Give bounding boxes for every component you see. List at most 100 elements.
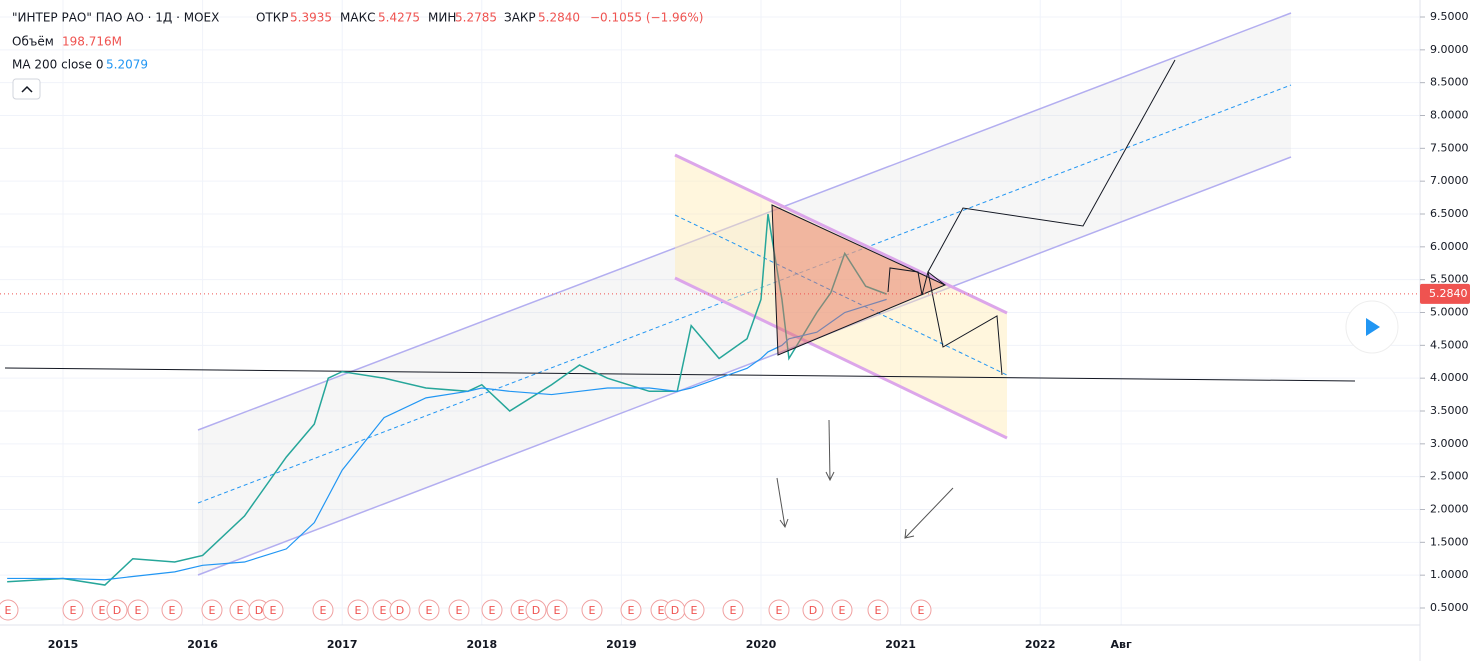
y-tick-label: 8.0000 [1430, 109, 1469, 122]
event-marker [683, 599, 705, 621]
last-price-box [1420, 283, 1470, 304]
event-marker [262, 599, 284, 621]
event-label: E [589, 604, 596, 617]
event-label: E [99, 604, 106, 617]
event-label: E [730, 604, 737, 617]
event-marker [389, 599, 411, 621]
event-label: D [532, 604, 540, 617]
event-label: E [209, 604, 216, 617]
event-label: E [270, 604, 277, 617]
channel-line [197, 12, 1292, 431]
ma-label: MA 200 close 0 [12, 58, 103, 72]
series-line [7, 213, 887, 586]
event-marker [722, 599, 744, 621]
event-marker [347, 599, 369, 621]
event-marker [201, 599, 223, 621]
ma-value: 5.2079 [106, 58, 148, 72]
y-tick-label: 1.5000 [1430, 535, 1469, 548]
event-marker [161, 599, 183, 621]
event-label: E [320, 604, 327, 617]
y-tick-label: 2.5000 [1430, 470, 1469, 483]
close-label: ЗАКР [504, 11, 536, 25]
projection [927, 59, 1176, 273]
support-line [4, 367, 1356, 382]
collapse-button[interactable] [12, 78, 41, 100]
event-label: D [113, 604, 121, 617]
series [7, 213, 887, 586]
y-tick-label: 8.5000 [1430, 76, 1469, 89]
event-label: D [809, 604, 817, 617]
axes: 0.5000 1.0000 1.5000 2.0000 2.5000 3.0000 3.50… [0, 10, 1470, 651]
event-marker [525, 599, 547, 621]
event-marker [546, 599, 568, 621]
x-tick-label: 2017 [327, 638, 358, 651]
event-label: E [426, 604, 433, 617]
triangle [771, 204, 947, 356]
y-tick-label: 2.0000 [1430, 503, 1469, 516]
event-label: E [918, 604, 925, 617]
y-tick-label: 7.5000 [1430, 141, 1469, 154]
event-label: E [628, 604, 635, 617]
x-tick-label: 2022 [1025, 638, 1056, 651]
event-marker [831, 599, 853, 621]
event-marker [62, 599, 84, 621]
event-label: E [355, 604, 362, 617]
event-label: E [380, 604, 387, 617]
projection [887, 267, 946, 296]
low-label: МИН [428, 11, 456, 25]
close-value: 5.2840 [538, 11, 580, 25]
event-marker [481, 599, 503, 621]
last-price-label: 5.2840 [1429, 287, 1468, 300]
event-marker [620, 599, 642, 621]
y-tick-label: 5.0000 [1430, 306, 1469, 319]
event-marker [127, 599, 149, 621]
event-marker [867, 599, 889, 621]
x-tick-label: Авг [1111, 638, 1132, 651]
down-channel-line [674, 276, 1008, 440]
event-label: D [255, 604, 263, 617]
event-label: E [70, 604, 77, 617]
event-label: E [237, 604, 244, 617]
event-marker [768, 599, 790, 621]
y-tick-label: 7.0000 [1430, 174, 1469, 187]
high-label: МАКС [340, 11, 375, 25]
event-label: E [5, 604, 12, 617]
volume-value: 198.716M [62, 35, 122, 49]
event-label: E [456, 604, 463, 617]
y-tick-label: 1.0000 [1430, 568, 1469, 581]
y-tick-label: 0.5000 [1430, 601, 1469, 614]
open-value: 5.3935 [290, 11, 332, 25]
y-tick-label: 4.0000 [1430, 371, 1469, 384]
event-label: E [518, 604, 525, 617]
x-tick-label: 2018 [466, 638, 497, 651]
down-channel-fill [675, 155, 1007, 438]
play-icon [1366, 318, 1380, 336]
open-label: ОТКР [256, 11, 289, 25]
high-value: 5.4275 [378, 11, 420, 25]
arrows [776, 419, 954, 539]
y-tick-label: 6.5000 [1430, 207, 1469, 220]
x-tick-label: 2019 [606, 638, 637, 651]
y-tick-label: 3.5000 [1430, 404, 1469, 417]
x-tick-label: 2015 [48, 638, 79, 651]
event-label: E [169, 604, 176, 617]
volume-label: Объём [12, 35, 54, 49]
y-tick-label: 5.5000 [1430, 273, 1469, 286]
event-marker [312, 599, 334, 621]
event-marker [106, 599, 128, 621]
down-channel-line [674, 153, 1008, 315]
channel-mid [197, 84, 1292, 504]
channel-line [197, 156, 1292, 576]
event-marker [802, 599, 824, 621]
event-label: E [658, 604, 665, 617]
chart-title: "ИНТЕР РАО" ПАО АО · 1Д · MOEX [12, 11, 219, 25]
event-label: E [691, 604, 698, 617]
event-label: E [554, 604, 561, 617]
y-tick-label: 9.5000 [1430, 10, 1469, 23]
x-tick-label: 2016 [187, 638, 218, 651]
event-label: E [489, 604, 496, 617]
y-tick-label: 9.0000 [1430, 43, 1469, 56]
x-tick-label: 2021 [885, 638, 916, 651]
event-label: E [776, 604, 783, 617]
